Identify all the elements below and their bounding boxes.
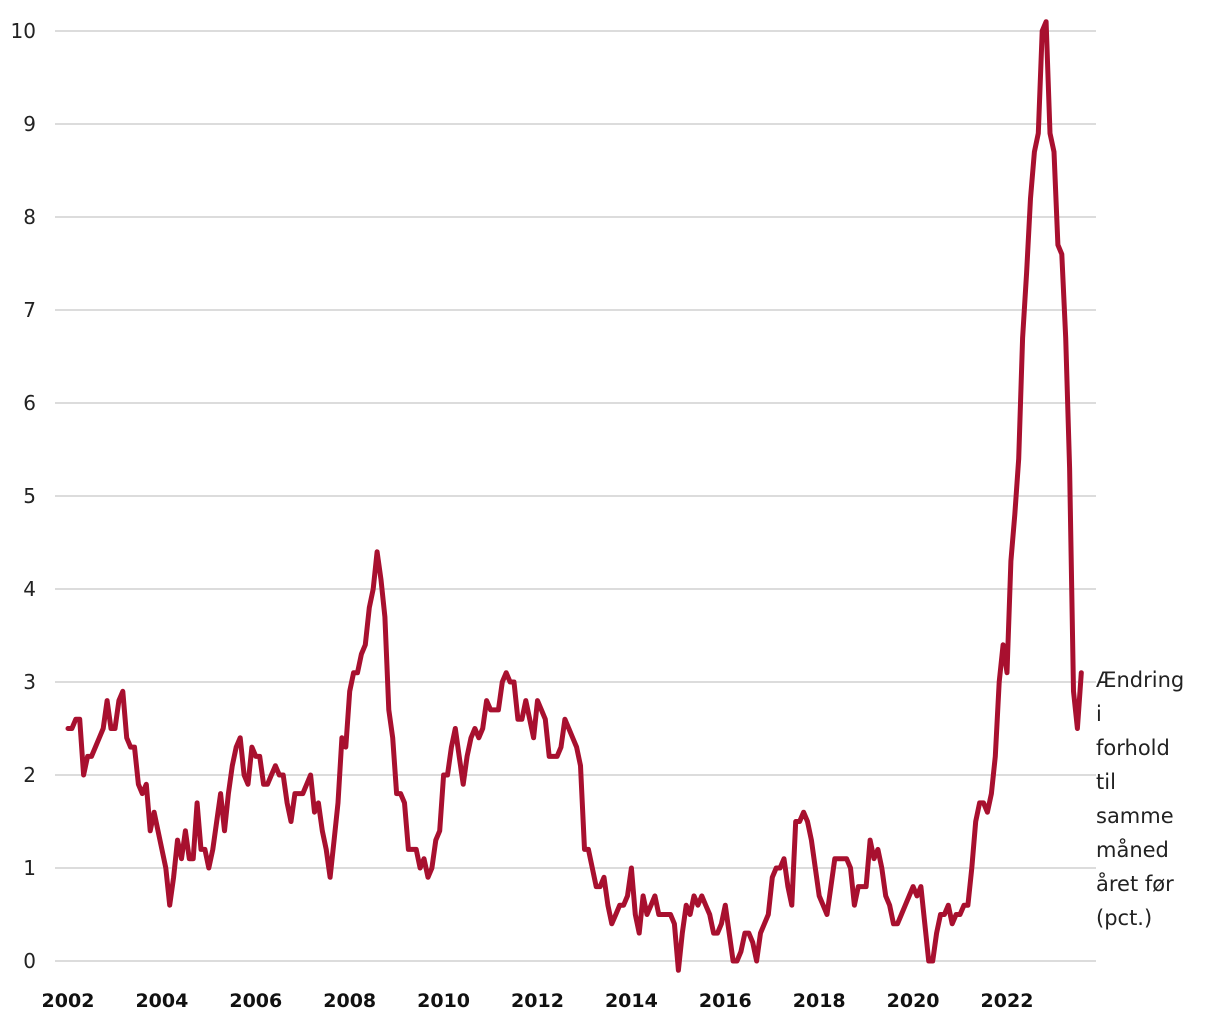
series-layer [65,19,1084,973]
x-tick-label: 2016 [699,990,752,1012]
y-tick-label: 7 [23,298,36,322]
x-tick-label: 2018 [793,990,846,1012]
y-tick-label: 4 [23,577,36,601]
y-tick-label: 9 [23,112,36,136]
x-tick-label: 2014 [605,990,658,1012]
series-label-line: samme [1096,804,1174,828]
series-label-line: (pct.) [1096,906,1152,930]
x-axis: 2002 2004 2006 2008 2010 2012 2014 2016 2018 2020… [42,990,1034,1012]
x-tick-label: 2002 [42,990,95,1012]
y-tick-label: 2 [23,763,36,787]
series-label-line: i [1096,702,1102,726]
series-line [65,19,1084,973]
x-tick-label: 2020 [887,990,940,1012]
x-tick-label: 2008 [323,990,376,1012]
y-tick-label: 3 [23,670,36,694]
y-tick-label: 5 [23,484,36,508]
x-tick-label: 2012 [511,990,564,1012]
series-label-line: til [1096,770,1116,794]
y-axis: 0 1 2 3 4 5 6 7 8 9 10 [11,19,36,973]
y-tick-label: 8 [23,205,36,229]
y-tick-label: 0 [23,949,36,973]
y-tick-label: 6 [23,391,36,415]
x-tick-label: 2022 [981,990,1034,1012]
series-label-line: måned [1096,837,1169,862]
series-label-line: Ændring [1096,668,1184,692]
series-label-line: året før [1096,871,1174,896]
x-tick-label: 2006 [229,990,282,1012]
series-label-line: forhold [1096,736,1170,760]
series-label: Ændring i forhold til samme måned året før (pct… [1096,668,1184,930]
x-tick-label: 2010 [417,990,470,1012]
y-tick-label: 10 [11,19,36,43]
gridlines [55,30,1096,962]
y-tick-label: 1 [23,856,36,880]
x-tick-label: 2004 [135,990,188,1012]
